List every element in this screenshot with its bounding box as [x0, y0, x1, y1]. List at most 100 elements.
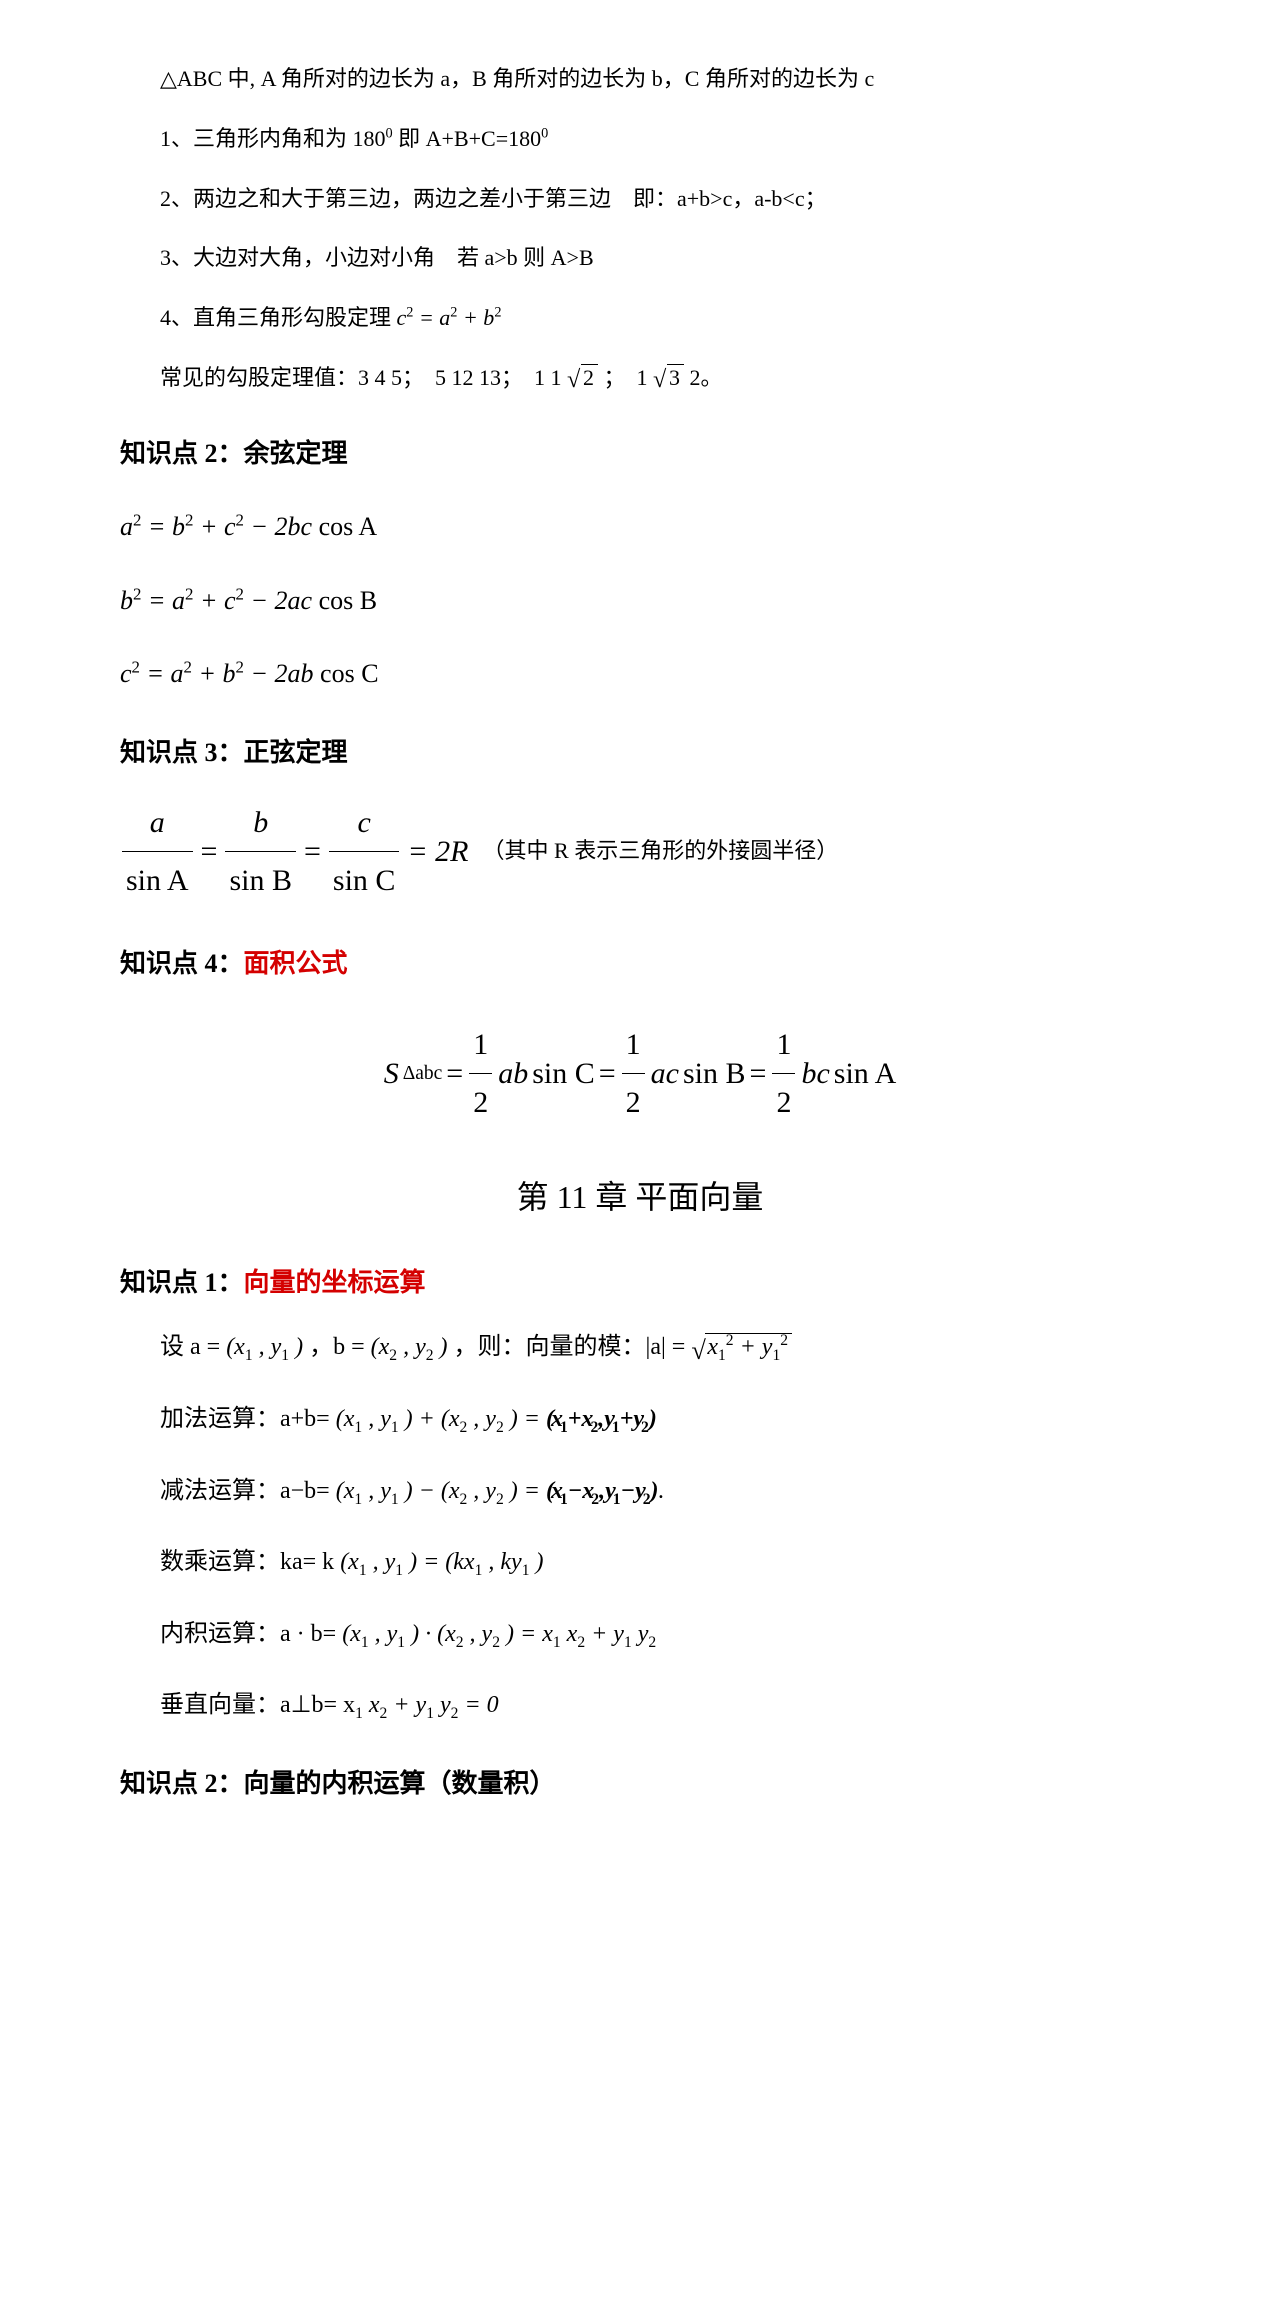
y1: , y — [259, 1334, 282, 1360]
pyth-end: 2。 — [690, 365, 723, 390]
eq3: = — [750, 1045, 767, 1102]
r3: − 2ab — [251, 659, 314, 688]
cos-law-a: a2 = b2 + c2 − 2bc cos A — [120, 502, 1160, 551]
n2: 1 — [622, 1016, 645, 1074]
sinc: sin C — [532, 1045, 595, 1102]
r4: − y — [621, 1478, 643, 1504]
my: + y — [740, 1334, 773, 1360]
cos-law-b: b2 = a2 + c2 − 2ac cos B — [120, 576, 1160, 625]
c: c — [397, 305, 407, 330]
vector-sub: 减法运算：a−b= (x1 , y1 ) − (x2 , y2 ) = (x1 … — [160, 1469, 1160, 1515]
r3: , y — [599, 1478, 613, 1504]
r2: + x — [568, 1406, 591, 1432]
kp2-heading: 知识点 2：余弦定理 — [120, 429, 1160, 478]
mx: x — [707, 1334, 718, 1360]
minus: − — [419, 1478, 441, 1504]
b3: ) — [510, 1406, 518, 1432]
d2: 2 — [622, 1074, 645, 1131]
lhs: b — [120, 586, 133, 615]
eq2: = — [599, 1045, 616, 1102]
ac: ac — [651, 1045, 679, 1102]
sub-label: 减法运算：a−b= — [160, 1478, 336, 1504]
r1: = (kx — [423, 1549, 475, 1575]
r2: + c — [200, 586, 236, 615]
sinb: sin B — [683, 1045, 746, 1102]
r3: ) — [536, 1549, 544, 1575]
b3: ) — [510, 1478, 518, 1504]
kp4-prefix: 知识点 4： — [120, 949, 244, 978]
a2: , y — [368, 1478, 391, 1504]
r1: = x — [520, 1621, 553, 1647]
sina: sin A — [834, 1045, 897, 1102]
eq: = — [524, 1406, 546, 1432]
item-4: 4、直角三角形勾股定理 c2 = a2 + b2 — [160, 297, 1160, 339]
a1: (x — [340, 1549, 359, 1575]
a3: ) — [411, 1621, 419, 1647]
item1-b: 即 A+B+C=180 — [398, 126, 541, 151]
close2: ) — [440, 1334, 448, 1360]
perp-label: 垂直向量：a⊥b= x — [160, 1692, 355, 1718]
r1: = a — [147, 659, 184, 688]
b2: , y — [473, 1406, 496, 1432]
b2: , y — [470, 1621, 493, 1647]
r1: (x — [546, 1478, 560, 1504]
d1: 2 — [469, 1074, 492, 1131]
b3: ) — [506, 1621, 514, 1647]
eq-2r: = 2R — [407, 823, 468, 880]
r4: + y — [620, 1406, 641, 1432]
bc: bc — [801, 1045, 829, 1102]
n3: 1 — [772, 1016, 795, 1074]
dot: . — [659, 1478, 665, 1504]
a2: , y — [375, 1621, 398, 1647]
num-b: b — [225, 794, 296, 852]
lhs: c — [120, 659, 132, 688]
item-3: 3、大边对大角，小边对小角 若 a>b 则 A>B — [160, 237, 1160, 279]
r3: − 2ac — [251, 586, 313, 615]
item4-label: 4、直角三角形勾股定理 — [160, 305, 397, 330]
lhs: a — [120, 512, 133, 541]
r5: ) — [651, 1478, 656, 1504]
set-b: ，b = — [309, 1334, 371, 1360]
plus-b: + b — [463, 305, 494, 330]
chapter-title: 第 11 章 平面向量 — [120, 1167, 1160, 1228]
r2: x — [567, 1621, 578, 1647]
kp1b-red: 向量的坐标运算 — [244, 1268, 426, 1297]
pyth-intro: 常见的勾股定理值：3 4 5； 5 12 13； 1 1 — [160, 365, 567, 390]
den-sinc: sin C — [329, 852, 400, 909]
vector-dot: 内积运算：a · b= (x1 , y1 ) · (x2 , y2 ) = x1… — [160, 1612, 1160, 1658]
r1: (x — [546, 1406, 560, 1432]
kp3-heading: 知识点 3：正弦定理 — [120, 728, 1160, 777]
r1: = b — [148, 512, 185, 541]
pyth-mid: ； 1 — [604, 365, 654, 390]
kp4-heading: 知识点 4：面积公式 — [120, 939, 1160, 988]
num-a: a — [122, 794, 193, 852]
vector-add: 加法运算：a+b= (x1 , y1 ) + (x2 , y2 ) = (x1 … — [160, 1397, 1160, 1443]
r2: + c — [200, 512, 236, 541]
add-label: 加法运算：a+b= — [160, 1406, 336, 1432]
r4: y — [440, 1692, 451, 1718]
a1: (x — [342, 1621, 361, 1647]
ab: ab — [498, 1045, 528, 1102]
sine-note: （其中 R 表示三角形的外接圆半径） — [483, 830, 839, 872]
b1: (x — [441, 1406, 460, 1432]
den-sinb: sin B — [225, 852, 296, 909]
eq: = — [524, 1478, 546, 1504]
cos-law-c: c2 = a2 + b2 − 2ab cos C — [120, 649, 1160, 698]
r5: ) — [649, 1406, 654, 1432]
eq0: = 0 — [464, 1692, 498, 1718]
r3: − 2bc — [251, 512, 313, 541]
cos-b: cos B — [319, 586, 378, 615]
r2: x — [369, 1692, 380, 1718]
kp4-red: 面积公式 — [244, 949, 348, 978]
r2: − x — [568, 1478, 592, 1504]
vector-def: 设 a = (x1 , y1 ) ，b = (x2 , y2 ) ，则：向量的模… — [160, 1325, 1160, 1371]
kp2b-heading: 知识点 2：向量的内积运算（数量积） — [120, 1759, 1160, 1808]
r4: y — [638, 1621, 649, 1647]
a2: , y — [373, 1549, 396, 1575]
dot-label: 内积运算：a · b= — [160, 1621, 342, 1647]
sine-law: asin A = bsin B = csin C = 2R （其中 R 表示三角… — [120, 794, 1160, 909]
kp1b-prefix: 知识点 1： — [120, 1268, 244, 1297]
intro-text: △ABC 中, A 角所对的边长为 a，B 角所对的边长为 b，C 角所对的边长… — [160, 58, 1160, 100]
a1: (x — [336, 1406, 355, 1432]
num-c: c — [329, 794, 400, 852]
